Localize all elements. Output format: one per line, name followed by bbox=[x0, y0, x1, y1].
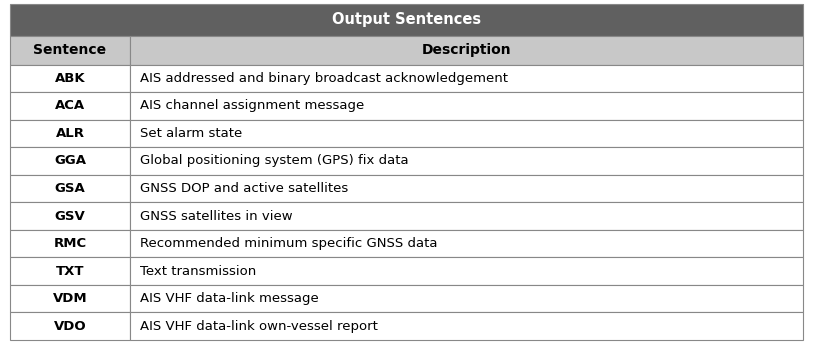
Text: VDM: VDM bbox=[53, 292, 87, 305]
Text: GGA: GGA bbox=[54, 154, 86, 168]
Text: GNSS DOP and active satellites: GNSS DOP and active satellites bbox=[140, 182, 349, 195]
Bar bbox=[130, 120, 803, 147]
Text: VDO: VDO bbox=[54, 320, 86, 333]
Text: ABK: ABK bbox=[54, 72, 85, 85]
Text: AIS VHF data-link message: AIS VHF data-link message bbox=[140, 292, 319, 305]
Bar bbox=[130, 65, 803, 92]
Text: Set alarm state: Set alarm state bbox=[140, 127, 242, 140]
Bar bbox=[10, 230, 130, 257]
Bar bbox=[10, 92, 130, 120]
Bar bbox=[130, 230, 803, 257]
Bar bbox=[10, 120, 130, 147]
Bar bbox=[130, 92, 803, 120]
Text: Global positioning system (GPS) fix data: Global positioning system (GPS) fix data bbox=[140, 154, 409, 168]
Text: GSV: GSV bbox=[54, 209, 85, 223]
Bar bbox=[10, 65, 130, 92]
Bar bbox=[130, 312, 803, 340]
Bar bbox=[130, 285, 803, 312]
Bar bbox=[10, 202, 130, 230]
Text: AIS VHF data-link own-vessel report: AIS VHF data-link own-vessel report bbox=[140, 320, 378, 333]
Bar bbox=[10, 257, 130, 285]
Text: AIS channel assignment message: AIS channel assignment message bbox=[140, 99, 364, 112]
Text: Recommended minimum specific GNSS data: Recommended minimum specific GNSS data bbox=[140, 237, 437, 250]
Text: Sentence: Sentence bbox=[33, 43, 107, 57]
Text: RMC: RMC bbox=[54, 237, 87, 250]
Text: Text transmission: Text transmission bbox=[140, 265, 256, 278]
Text: ACA: ACA bbox=[55, 99, 85, 112]
Text: Description: Description bbox=[422, 43, 511, 57]
Bar bbox=[130, 36, 803, 65]
Bar bbox=[10, 36, 130, 65]
Bar bbox=[10, 4, 803, 36]
Bar bbox=[10, 175, 130, 202]
Text: AIS addressed and binary broadcast acknowledgement: AIS addressed and binary broadcast ackno… bbox=[140, 72, 508, 85]
Text: GNSS satellites in view: GNSS satellites in view bbox=[140, 209, 293, 223]
Bar bbox=[10, 285, 130, 312]
Bar bbox=[10, 312, 130, 340]
Bar bbox=[130, 257, 803, 285]
Bar bbox=[10, 147, 130, 175]
Text: Output Sentences: Output Sentences bbox=[332, 12, 481, 28]
Bar bbox=[130, 147, 803, 175]
Bar bbox=[130, 175, 803, 202]
Text: GSA: GSA bbox=[54, 182, 85, 195]
Bar bbox=[130, 202, 803, 230]
Text: ALR: ALR bbox=[55, 127, 85, 140]
Text: TXT: TXT bbox=[56, 265, 85, 278]
